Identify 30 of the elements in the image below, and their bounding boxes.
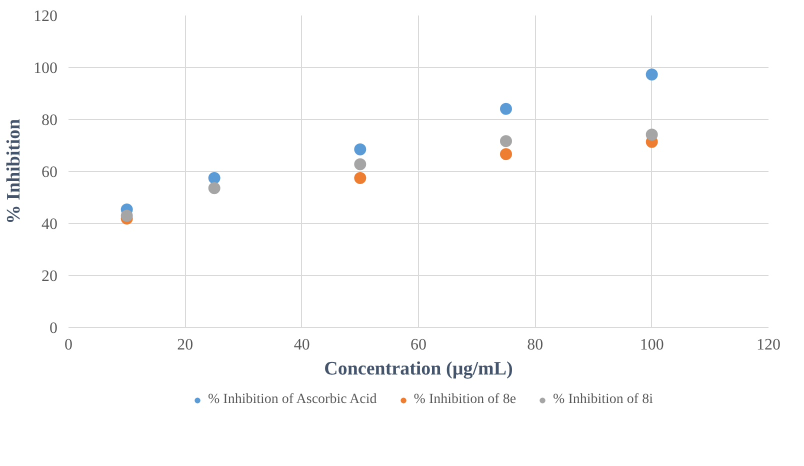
- point: [500, 135, 512, 148]
- x-tick-label: 80: [527, 336, 544, 354]
- x-tick-label: 0: [64, 336, 72, 354]
- point: [354, 172, 366, 184]
- x-tick-label: 100: [640, 336, 664, 354]
- x-tick-label: 20: [177, 336, 194, 354]
- point: [208, 182, 220, 194]
- point: [500, 148, 512, 160]
- point: [500, 102, 512, 115]
- y-tick-label: 120: [34, 8, 58, 25]
- point: [120, 210, 133, 222]
- legend-label: % Inhibition of 8i: [553, 392, 653, 408]
- legend-label: % Inhibition of 8e: [414, 392, 516, 408]
- x-tick-label: 40: [294, 336, 310, 354]
- point: [354, 158, 366, 170]
- point: [354, 143, 366, 156]
- y-tick-label: 80: [42, 112, 58, 129]
- y-tick-label: 100: [34, 60, 58, 77]
- x-axis-title: Concentration (µg/mL): [324, 358, 513, 380]
- y-tick-label: 0: [50, 320, 58, 337]
- point: [646, 68, 658, 81]
- legend-label: % Inhibition of Ascorbic Acid: [208, 392, 377, 408]
- y-tick-label: 20: [42, 268, 58, 285]
- x-tick-label: 120: [756, 336, 780, 354]
- y-tick-label: 40: [42, 216, 58, 233]
- point: [208, 172, 220, 184]
- y-tick-label: 60: [42, 164, 58, 181]
- point: [646, 128, 658, 141]
- x-tick-label: 60: [410, 336, 426, 354]
- y-axis-title: % Inhibition: [4, 118, 24, 224]
